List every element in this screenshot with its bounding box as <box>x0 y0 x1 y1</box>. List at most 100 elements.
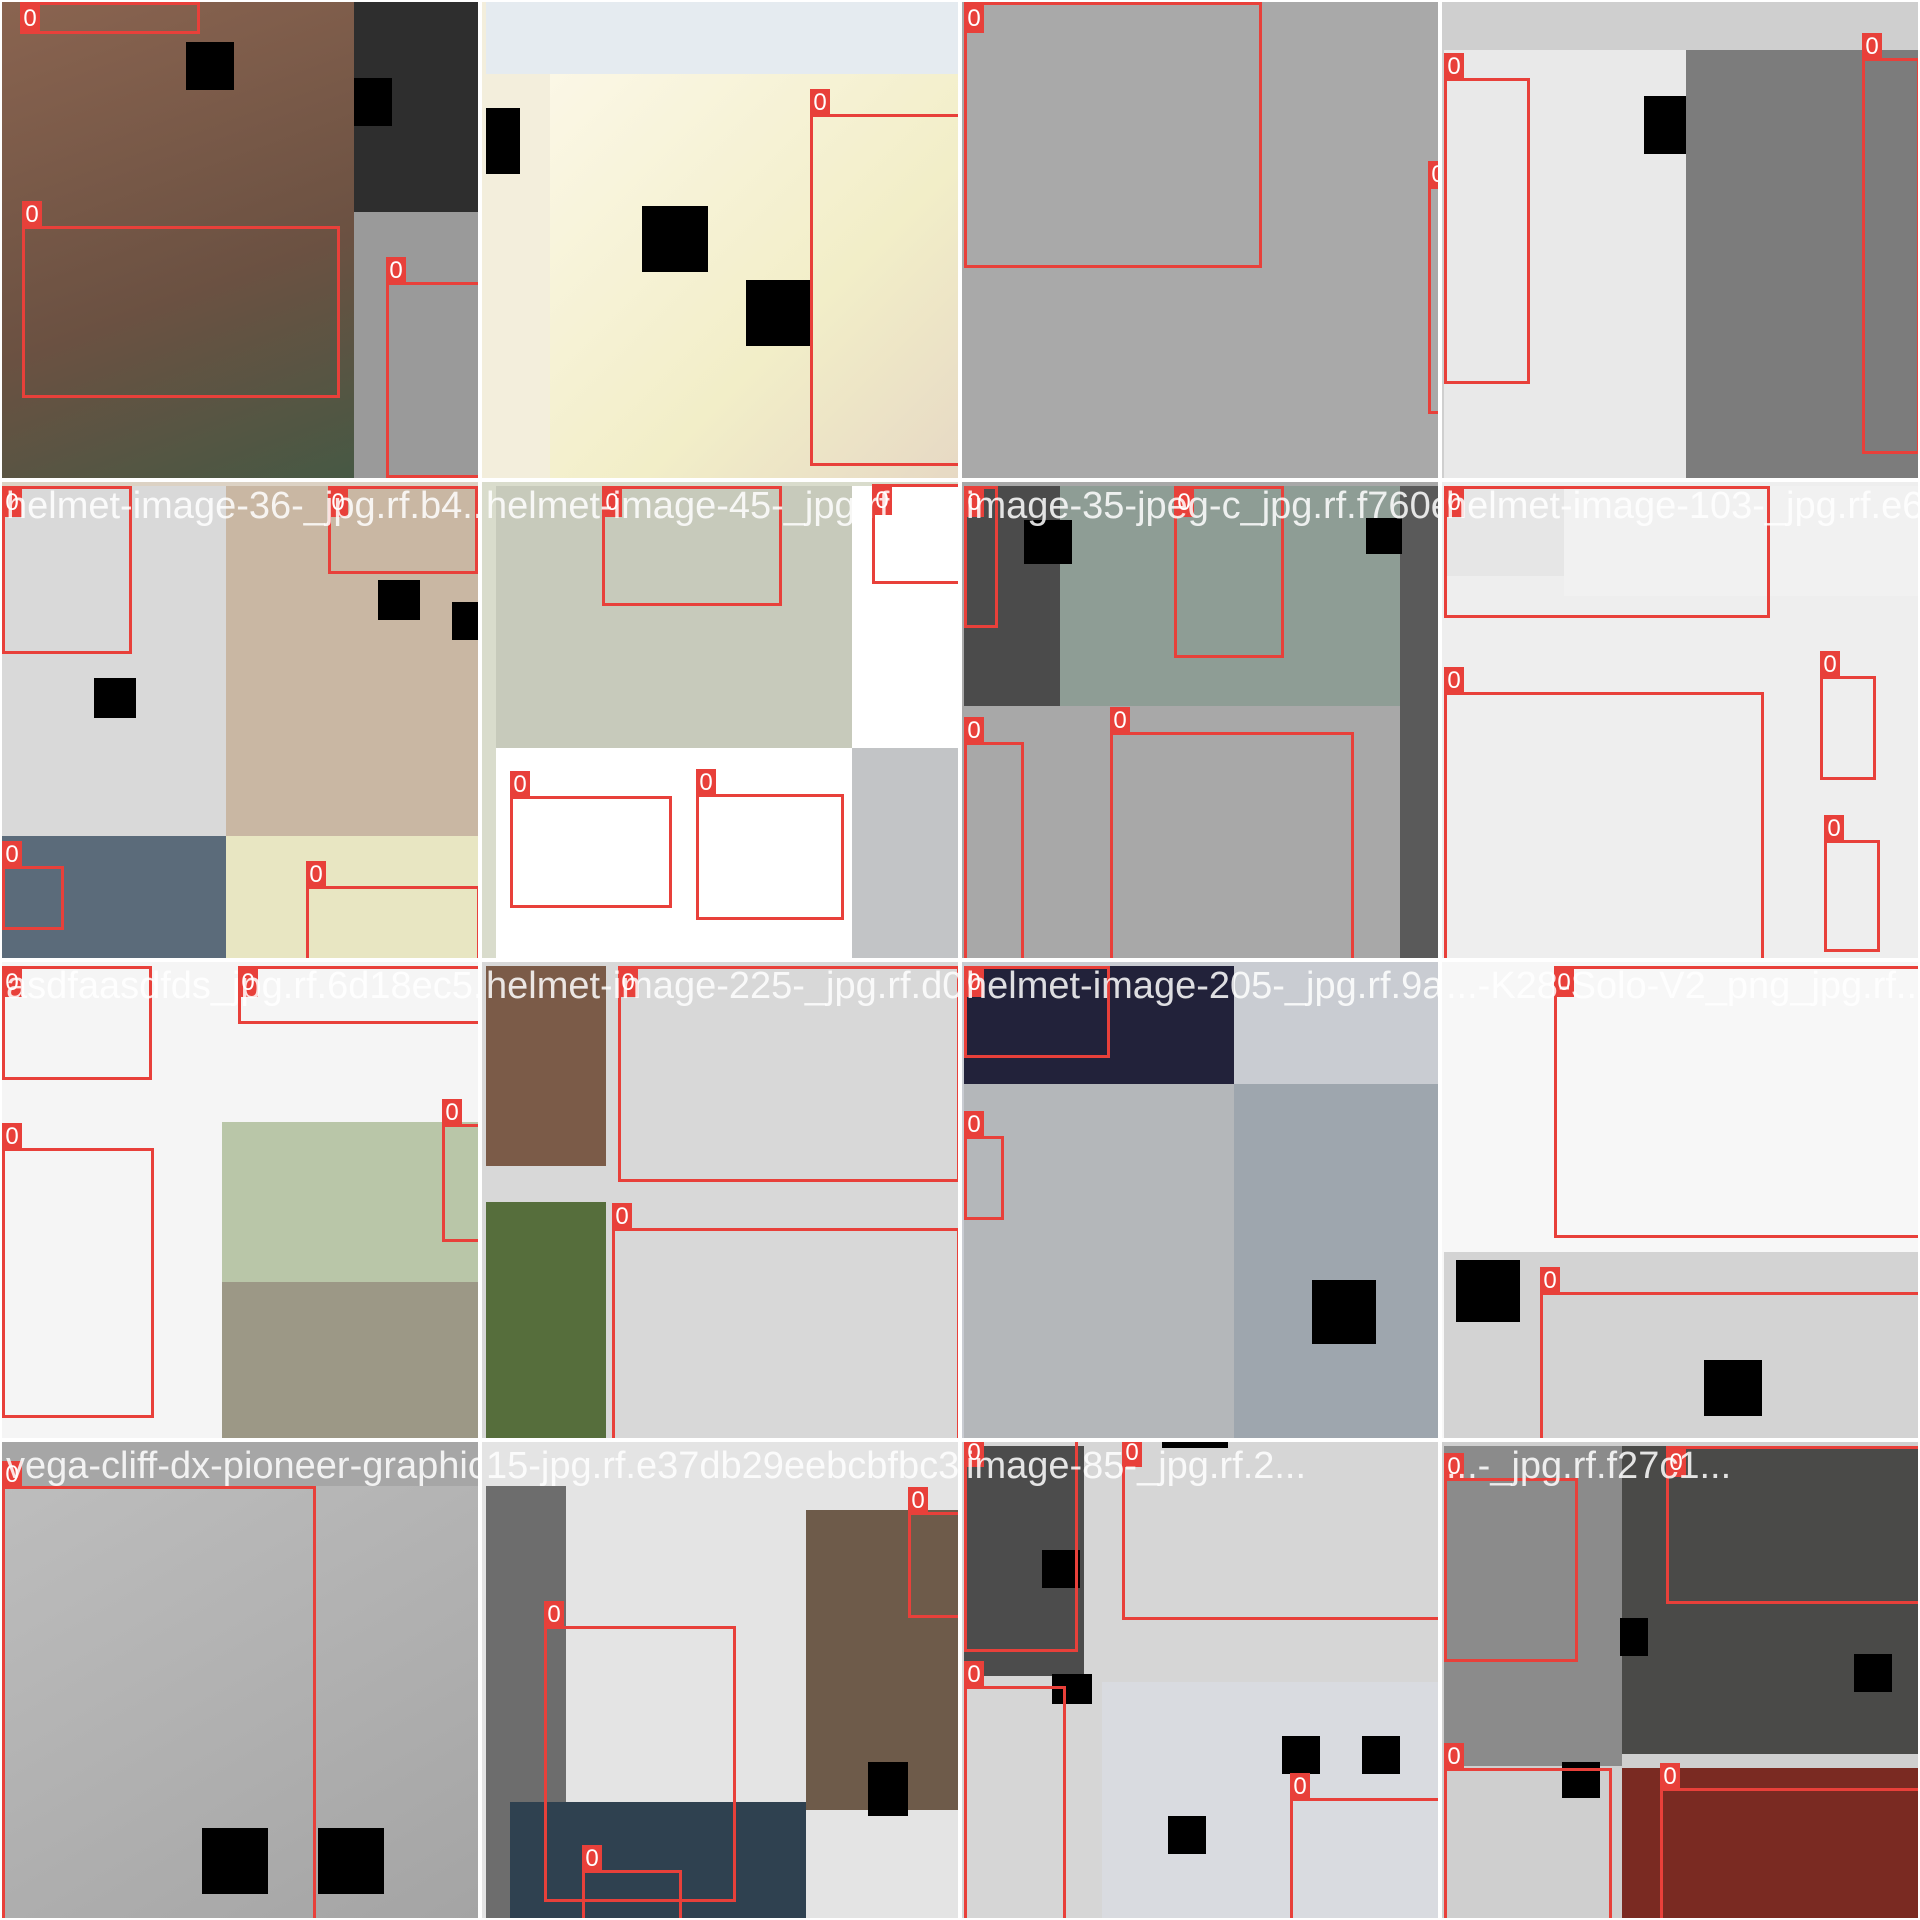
bounding-box: 0 <box>696 769 844 920</box>
photo-region <box>226 836 478 958</box>
cutout-mask <box>1854 1654 1892 1692</box>
class-label: 0 <box>1660 1763 1680 1791</box>
bounding-box: 0 <box>1660 1763 1918 1918</box>
mosaic-tile: 0 0 helmet-image-225-_jpg.rf.d0f <box>480 960 960 1440</box>
photo-region <box>1444 1446 1622 1766</box>
photo-region <box>964 1084 1234 1438</box>
photo-region <box>1060 486 1400 706</box>
bounding-box: 0 <box>1824 815 1880 952</box>
mosaic-tile: 0 0 0 0 ...-_jpg.rf.f27c1... <box>1440 1440 1920 1920</box>
class-label: 0 <box>1428 161 1438 189</box>
class-label: 0 <box>872 487 892 515</box>
class-label: 0 <box>964 717 984 745</box>
photo-region <box>486 2 958 74</box>
bounding-box: 0 <box>618 966 958 1182</box>
class-label: 0 <box>1862 33 1882 61</box>
class-label: 0 <box>1444 1453 1464 1481</box>
class-label: 0 <box>238 969 258 997</box>
cutout-mask <box>1362 1736 1400 1774</box>
bounding-box: 0 <box>1444 486 1770 618</box>
bounding-box: 0 <box>20 2 200 34</box>
cutout-mask <box>642 206 708 272</box>
photo-region <box>1622 1446 1918 1754</box>
bounding-box: 0 <box>1444 1453 1578 1662</box>
bounding-box: 0 <box>1122 1442 1438 1620</box>
cutout-mask <box>202 1828 268 1894</box>
bounding-box: 0 <box>2 966 152 1080</box>
bounding-box: 0 <box>1444 667 1764 958</box>
bounding-box: 0 <box>1428 161 1438 414</box>
cutout-mask <box>1456 1260 1520 1322</box>
bounding-box: 0 <box>442 1099 478 1242</box>
tile-filename: helmet-image-36-_jpg.rf.b4... <box>6 485 480 527</box>
class-label: 0 <box>2 969 22 997</box>
tile-filename: helmet-image-103-_jpg.rf.e6e <box>1446 485 1920 527</box>
bounding-box: 0 <box>2 486 132 654</box>
photo-region <box>226 486 478 836</box>
bounding-box: 0 <box>908 1487 958 1618</box>
class-label: 0 <box>1290 1773 1310 1801</box>
cutout-mask <box>1644 96 1686 154</box>
bounding-box: 0 <box>1862 33 1918 454</box>
bounding-box: 0 <box>238 966 478 1024</box>
class-label: 0 <box>964 5 984 33</box>
bounding-box: 0 <box>582 1845 682 1918</box>
mosaic-tile: 0 0 helmet-image-205-_jpg.rf.9af <box>960 960 1440 1440</box>
photo-region <box>1622 1768 1918 1918</box>
class-label: 0 <box>1444 53 1464 81</box>
photo-region <box>1400 486 1438 958</box>
photo-region <box>496 486 852 748</box>
mosaic-tile: 0 0 0 15-jpg.rf.e37db29eebcbfbc31 <box>480 1440 960 1920</box>
photo-region <box>1564 486 1918 596</box>
photo-region <box>1234 1084 1438 1438</box>
tile-filename: ...-K28-Solo-V2_png_jpg.rf... <box>1446 965 1920 1007</box>
tile-filename: helmet-image-205-_jpg.rf.9af <box>966 965 1440 1007</box>
cutout-mask <box>452 602 478 640</box>
mosaic-tile: 0 0 0 0 image-35-jpeg-c_jpg.rf.f760ef6 <box>960 480 1440 960</box>
photo-region <box>852 486 958 748</box>
class-label: 0 <box>20 5 40 33</box>
photo-region <box>496 748 852 958</box>
class-label: 0 <box>602 489 622 517</box>
bounding-box: 0 <box>1554 966 1918 1238</box>
class-label: 0 <box>442 1099 462 1127</box>
mosaic-tile: 0 0 ...-K28-Solo-V2_png_jpg.rf... <box>1440 960 1920 1440</box>
class-label: 0 <box>544 1601 564 1629</box>
cutout-mask <box>378 580 420 620</box>
tile-filename: 15-jpg.rf.e37db29eebcbfbc31 <box>486 1445 960 1487</box>
mosaic-tile: 0 0 0 0 image-85-_jpg.rf.2... <box>960 1440 1440 1920</box>
bounding-box: 0 <box>386 257 478 478</box>
bounding-box: 0 <box>2 1461 316 1918</box>
class-label: 0 <box>510 771 530 799</box>
class-label: 0 <box>1174 489 1194 517</box>
photo-region <box>354 212 478 478</box>
class-label: 0 <box>328 489 348 517</box>
bounding-box: 0 <box>1820 651 1876 780</box>
cutout-mask <box>1282 1736 1320 1774</box>
tile-filename: helmet-image-225-_jpg.rf.d0f <box>486 965 960 1007</box>
mosaic-tile: 0 0 0 0 helmet-image-45-_jpg.rf.f34... <box>480 480 960 960</box>
photo-region <box>1444 1252 1918 1438</box>
class-label: 0 <box>964 1111 984 1139</box>
class-label: 0 <box>964 489 984 517</box>
class-label: 0 <box>810 89 830 117</box>
class-label: 0 <box>1540 1267 1560 1295</box>
cutout-mask <box>318 1828 384 1894</box>
photo-region <box>964 966 1234 1084</box>
cutout-mask <box>1366 518 1402 554</box>
bounding-box: 0 <box>544 1601 736 1902</box>
cutout-mask <box>1042 1550 1080 1588</box>
cutout-mask <box>354 78 392 126</box>
tile-filename: vega-cliff-dx-pioneer-graphics-blue <box>6 1445 478 1487</box>
photo-region <box>222 1282 478 1438</box>
bounding-box: 0 <box>964 2 1262 268</box>
class-label: 0 <box>1824 815 1844 843</box>
tile-filename: asdfaasdfds_jpg.rf.6d18ec5... <box>6 965 480 1007</box>
bounding-box: 0 <box>2 1123 154 1418</box>
class-label: 0 <box>2 1461 22 1489</box>
class-label: 0 <box>964 1661 984 1689</box>
photo-region <box>510 1802 806 1918</box>
tile-filename: ...-_jpg.rf.f27c1... <box>1446 1445 1732 1487</box>
